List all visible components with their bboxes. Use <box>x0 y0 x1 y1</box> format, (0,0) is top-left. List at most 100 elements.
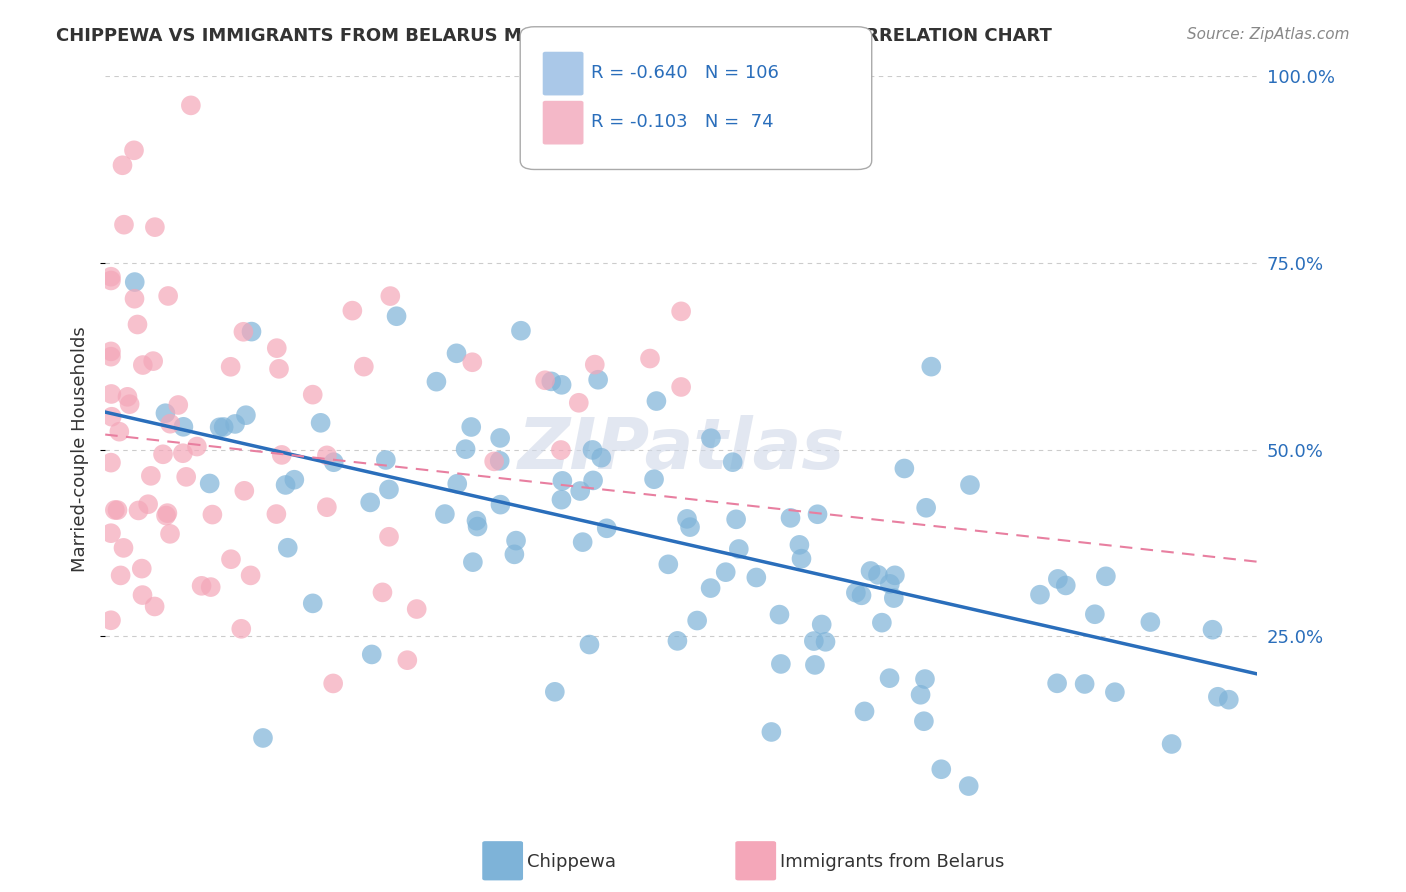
Point <box>699 581 721 595</box>
Text: R = -0.103   N =  74: R = -0.103 N = 74 <box>591 113 773 131</box>
Point <box>596 521 619 535</box>
Text: R = -0.640   N = 106: R = -0.640 N = 106 <box>591 64 779 82</box>
Point <box>1046 572 1069 586</box>
Point <box>879 577 901 591</box>
Point <box>315 500 337 515</box>
Point <box>461 555 484 569</box>
Point <box>212 420 235 434</box>
Point <box>190 579 212 593</box>
Point <box>378 483 401 497</box>
Point <box>912 714 935 729</box>
Point <box>107 503 129 517</box>
Point <box>142 354 165 368</box>
Point <box>550 377 572 392</box>
Point <box>1084 607 1107 622</box>
Point <box>551 474 574 488</box>
Point <box>124 292 146 306</box>
Point <box>219 552 242 566</box>
Point <box>804 657 827 672</box>
Point <box>100 409 122 424</box>
Point <box>578 638 600 652</box>
Point <box>489 498 512 512</box>
Point <box>274 478 297 492</box>
Point <box>879 671 901 685</box>
Point <box>118 397 141 411</box>
Point <box>425 375 447 389</box>
Point <box>482 454 505 468</box>
Point <box>446 476 468 491</box>
Point <box>853 705 876 719</box>
Point <box>657 558 679 572</box>
Point <box>301 596 323 610</box>
Point <box>396 653 419 667</box>
Point <box>465 514 488 528</box>
Point <box>378 530 401 544</box>
Point <box>219 359 242 374</box>
Point <box>385 310 408 324</box>
Point <box>583 358 606 372</box>
Point <box>803 634 825 648</box>
Point <box>157 289 180 303</box>
Point <box>679 520 702 534</box>
Point <box>143 599 166 614</box>
Point <box>380 289 402 303</box>
Point <box>1054 578 1077 592</box>
Point <box>100 456 122 470</box>
Point <box>1206 690 1229 704</box>
Point <box>883 568 905 582</box>
Point <box>638 351 661 366</box>
Point <box>1139 615 1161 629</box>
Point <box>360 648 382 662</box>
Point <box>353 359 375 374</box>
Point <box>540 375 562 389</box>
Point <box>131 588 153 602</box>
Point <box>159 417 181 431</box>
Point <box>136 497 159 511</box>
Text: Immigrants from Belarus: Immigrants from Belarus <box>780 853 1005 871</box>
Point <box>100 387 122 401</box>
Point <box>714 565 737 579</box>
Point <box>174 470 197 484</box>
Point <box>582 474 605 488</box>
Point <box>371 585 394 599</box>
Y-axis label: Married-couple Households: Married-couple Households <box>72 326 89 573</box>
Point <box>132 358 155 372</box>
Point <box>676 512 699 526</box>
Point <box>550 492 572 507</box>
Point <box>866 567 889 582</box>
Point <box>534 373 557 387</box>
Text: Chippewa: Chippewa <box>527 853 616 871</box>
Point <box>467 519 489 533</box>
Point <box>100 613 122 627</box>
Point <box>104 503 127 517</box>
Point <box>586 373 609 387</box>
Text: ZIPatlas: ZIPatlas <box>517 415 845 484</box>
Point <box>725 512 748 526</box>
Point <box>156 506 179 520</box>
Point <box>727 541 749 556</box>
Point <box>790 551 813 566</box>
Point <box>446 346 468 360</box>
Point <box>112 541 135 555</box>
Point <box>768 607 790 622</box>
Text: CHIPPEWA VS IMMIGRANTS FROM BELARUS MARRIED-COUPLE HOUSEHOLDS CORRELATION CHART: CHIPPEWA VS IMMIGRANTS FROM BELARUS MARR… <box>56 27 1052 45</box>
Point <box>316 448 339 462</box>
Point <box>510 324 533 338</box>
Point <box>208 420 231 434</box>
Point <box>581 442 603 457</box>
Point <box>914 672 936 686</box>
Point <box>669 304 692 318</box>
Point <box>461 355 484 369</box>
Point <box>505 533 527 548</box>
Point <box>779 511 801 525</box>
Point <box>186 440 208 454</box>
Point <box>167 398 190 412</box>
Point <box>810 617 832 632</box>
Point <box>342 303 364 318</box>
Point <box>959 478 981 492</box>
Point <box>155 406 177 420</box>
Point <box>172 419 194 434</box>
Point <box>283 473 305 487</box>
Point <box>139 468 162 483</box>
Point <box>117 390 139 404</box>
